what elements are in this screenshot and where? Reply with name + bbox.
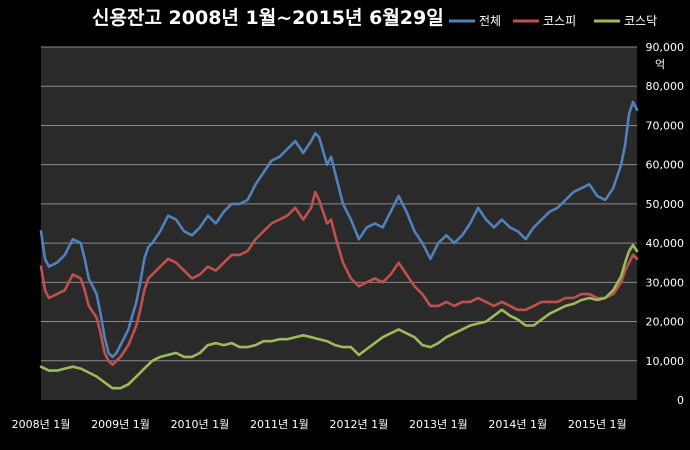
series-line-1 (39, 190, 639, 367)
gridlines (41, 46, 637, 362)
series-line-0 (39, 100, 639, 359)
y-tick-label: 40,000 (646, 237, 685, 250)
series-line-2 (39, 243, 639, 390)
series-layer (39, 100, 639, 390)
y-tick-label: 60,000 (646, 159, 685, 172)
y-tick-label: 90,000 (646, 41, 685, 54)
legend-label-1: 코스피 (543, 14, 576, 28)
legend-label-2: 코스닥 (624, 14, 657, 28)
x-tick-label: 2009년 1월 (91, 418, 150, 431)
y-tick-label: 0 (677, 394, 684, 407)
legend: 전체 코스피 코스닥 (449, 14, 657, 28)
chart-title: 신용잔고 2008년 1월~2015년 6월29일 (92, 7, 444, 29)
x-tick-label: 2008년 1월 (12, 418, 71, 431)
y-tick-label: 10,000 (646, 355, 685, 368)
x-tick-label: 2010년 1월 (171, 418, 230, 431)
y-axis-unit-label: 억 (655, 58, 665, 71)
x-tick-label: 2011년 1월 (250, 418, 309, 431)
y-tick-label: 70,000 (646, 119, 685, 132)
x-tick-label: 2014년 1월 (488, 418, 547, 431)
x-tick-label: 2013년 1월 (409, 418, 468, 431)
legend-label-0: 전체 (479, 14, 501, 28)
x-axis: 2008년 1월 2009년 1월 2010년 1월 2011년 1월 2012년 1월… (12, 418, 627, 431)
y-tick-label: 30,000 (646, 276, 685, 289)
x-tick-label: 2015년 1월 (568, 418, 627, 431)
y-tick-label: 20,000 (646, 316, 685, 329)
y-axis: 0 10,000 20,000 30,000 40,000 50,000 60,000 70,… (646, 41, 685, 407)
y-tick-label: 80,000 (646, 80, 685, 93)
x-tick-label: 2012년 1월 (329, 418, 388, 431)
y-tick-label: 50,000 (646, 198, 685, 211)
